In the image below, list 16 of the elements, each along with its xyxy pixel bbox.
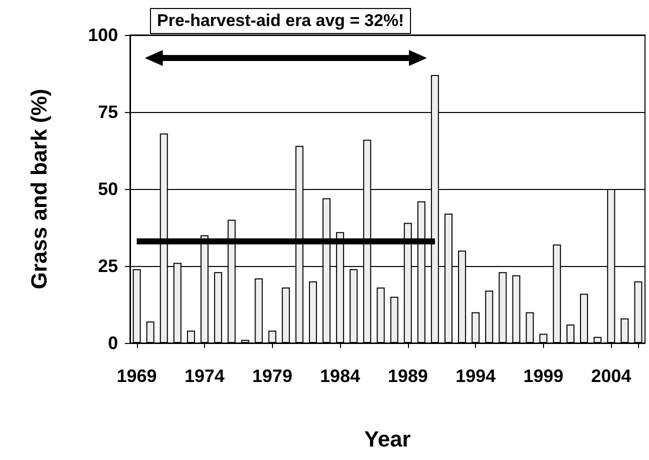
x-tick-label: 1969 (116, 366, 157, 386)
y-tick-label: 0 (108, 333, 118, 353)
x-tick-label: 1994 (456, 366, 496, 386)
x-tick-label: 1974 (184, 366, 225, 386)
x-tick-label: 1999 (523, 366, 564, 386)
text: Pre-harvest-aid era avg = 32%! (150, 8, 412, 34)
x-tick-label: 1979 (252, 366, 292, 386)
y-tick-label: 75 (98, 102, 118, 122)
x-axis-title: Year (364, 426, 412, 452)
x-tick-label: 1989 (388, 366, 428, 386)
y-axis-title: Grass and bark (%) (26, 88, 52, 290)
y-tick-label: 100 (88, 25, 118, 45)
x-tick-label: 1984 (320, 366, 360, 386)
y-tick-label: 25 (98, 256, 118, 276)
y-tick-label: 50 (98, 179, 118, 199)
x-tick-label: 2004 (591, 366, 632, 386)
